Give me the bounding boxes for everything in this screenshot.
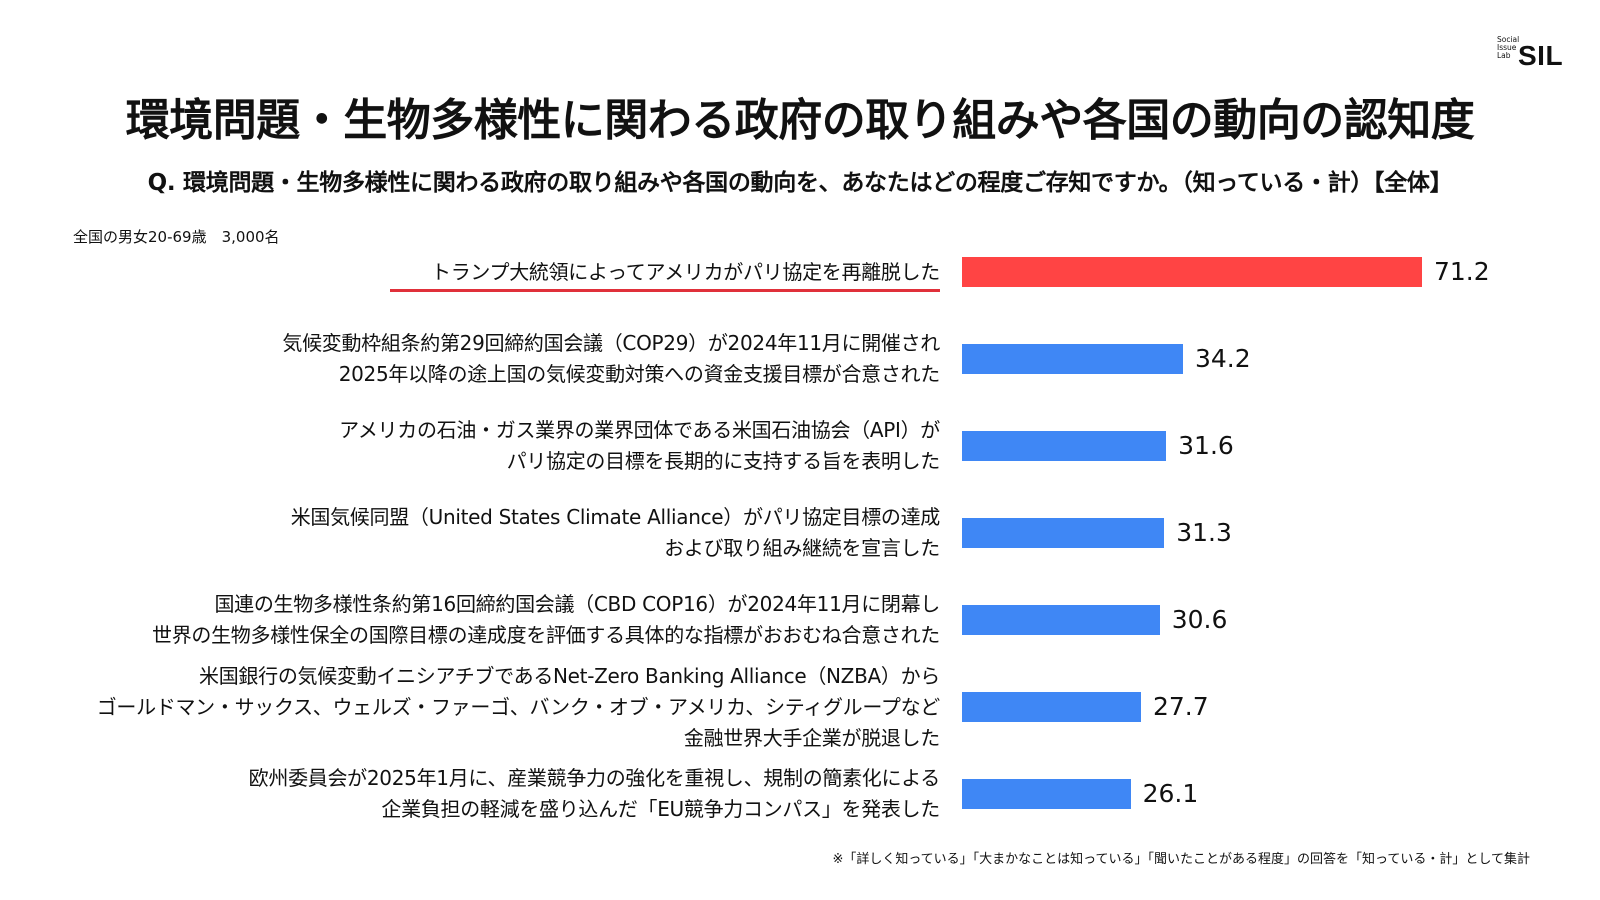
category-label-line: 気候変動枠組条約第29回締約国会議（COP29）が2024年11月に開催され xyxy=(282,331,940,355)
category-label: アメリカの石油・ガス業界の業界団体である米国石油協会（API）がパリ協定の目標を… xyxy=(339,415,940,477)
value-label: 31.6 xyxy=(1178,431,1234,460)
category-label-line: 世界の生物多様性保全の国際目標の達成度を評価する具体的な指標がおおむね合意された xyxy=(152,623,940,647)
category-label: トランプ大統領によってアメリカがパリ協定を再離脱した xyxy=(431,257,940,288)
bar xyxy=(962,518,1165,548)
category-label: 米国気候同盟（United States Climate Alliance）がパ… xyxy=(290,502,941,564)
category-label-line: 欧州委員会が2025年1月に、産業競争力の強化を重視し、規制の簡素化による xyxy=(248,766,941,790)
bar xyxy=(962,692,1141,722)
category-label-line: パリ協定の目標を長期的に支持する旨を表明した xyxy=(506,449,941,473)
category-label-line: 米国気候同盟（United States Climate Alliance）がパ… xyxy=(290,505,941,529)
value-label: 34.2 xyxy=(1194,344,1251,373)
category-label-line: ゴールドマン・サックス、ウェルズ・ファーゴ、バンク・オブ・アメリカ、シティグルー… xyxy=(96,694,941,719)
category-label-line: 金融世界大手企業が脱退した xyxy=(683,725,940,750)
value-label: 27.7 xyxy=(1152,692,1209,721)
category-label-line: 企業負担の軽減を盛り込んだ「EU競争力コンパス」を発表した xyxy=(381,797,940,821)
footnote: ※「詳しく知っている」「大まかなことは知っている」「聞いたことがある程度」の回答… xyxy=(832,852,1530,867)
category-label-line: 国連の生物多様性条約第16回締約国会議（CBD COP16）が2024年11月に… xyxy=(214,592,940,616)
survey-question: Q. 環境問題・生物多様性に関わる政府の取り組みや各国の動向を、あなたはどの程度… xyxy=(147,170,1453,196)
bar xyxy=(962,344,1183,374)
highlight-underline xyxy=(390,289,940,292)
category-label-line: および取り組み継続を宣言した xyxy=(664,536,940,560)
logo-name: SIL xyxy=(1518,40,1564,71)
category-label: 欧州委員会が2025年1月に、産業競争力の強化を重視し、規制の簡素化による企業負… xyxy=(248,763,941,825)
category-label-line: 米国銀行の気候変動イニシアチブであるNet-Zero Banking Allia… xyxy=(199,663,940,688)
page-title: 環境問題・生物多様性に関わる政府の取り組みや各国の動向の認知度 xyxy=(125,95,1475,146)
bar xyxy=(962,257,1422,287)
category-label-line: トランプ大統領によってアメリカがパリ協定を再離脱した xyxy=(431,259,940,284)
category-label: 米国銀行の気候変動イニシアチブであるNet-Zero Banking Allia… xyxy=(96,661,941,754)
category-label-line: アメリカの石油・ガス業界の業界団体である米国石油協会（API）が xyxy=(339,418,940,442)
bar xyxy=(962,431,1167,461)
value-label: 26.1 xyxy=(1142,779,1199,808)
sil-logo: Social Issue Lab SIL xyxy=(1497,36,1577,72)
value-label: 71.2 xyxy=(1434,257,1490,286)
category-label: 気候変動枠組条約第29回締約国会議（COP29）が2024年11月に開催され 20… xyxy=(282,328,940,390)
sample-description: 全国の男女20-69歳 3,000名 xyxy=(73,228,280,246)
value-label: 30.6 xyxy=(1171,605,1228,634)
category-label: 国連の生物多様性条約第16回締約国会議（CBD COP16）が2024年11月に… xyxy=(152,589,940,651)
value-label: 31.3 xyxy=(1176,518,1232,547)
logo-subtext: Social Issue Lab xyxy=(1497,35,1520,60)
bar xyxy=(962,605,1160,635)
category-label-line: 2025年以降の途上国の気候変動対策への資金支援目標が合意された xyxy=(338,362,941,386)
bar xyxy=(962,779,1131,809)
